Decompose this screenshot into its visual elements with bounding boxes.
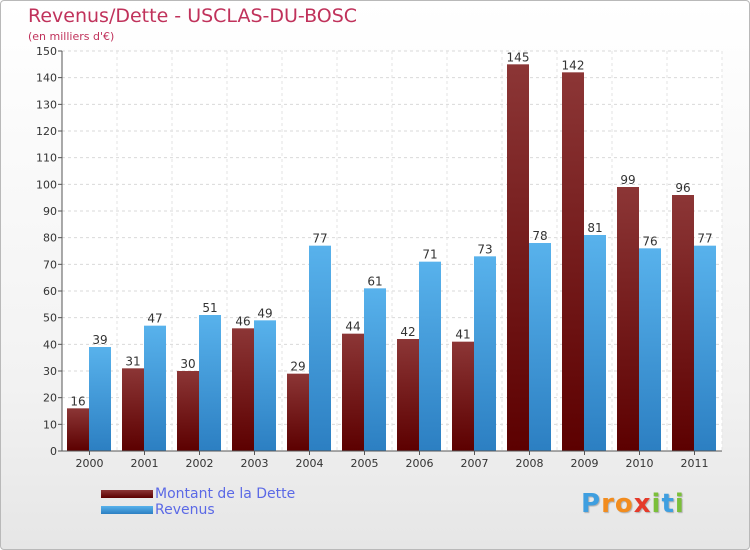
revenue-value-label: 47	[147, 312, 162, 326]
debt-bar	[287, 373, 309, 451]
x-tick-label: 2000	[76, 457, 104, 470]
revenue-bar	[474, 256, 496, 451]
debt-bar	[507, 64, 529, 452]
x-tick-label: 2002	[186, 457, 214, 470]
debt-bar	[67, 408, 89, 451]
y-tick-label: 100	[36, 178, 57, 191]
debt-bar	[452, 341, 474, 451]
revenue-value-label: 51	[202, 301, 217, 315]
legend-swatch-debt	[101, 490, 153, 498]
debt-value-label: 46	[235, 314, 250, 328]
debt-bar	[342, 333, 364, 451]
legend-item-debt: Montant de la Dette	[101, 486, 295, 502]
debt-bar	[122, 368, 144, 451]
x-tick-label: 2007	[461, 457, 489, 470]
revenue-value-label: 73	[477, 242, 492, 256]
legend-swatch-revenue	[101, 506, 153, 514]
revenue-value-label: 61	[367, 274, 382, 288]
y-tick-label: 110	[36, 152, 57, 165]
x-tick-label: 2006	[406, 457, 434, 470]
debt-bar	[397, 339, 419, 451]
debt-bar	[232, 328, 254, 451]
debt-value-label: 142	[562, 58, 585, 72]
debt-value-label: 145	[507, 50, 530, 64]
x-tick-label: 2008	[516, 457, 544, 470]
legend: Montant de la Dette Revenus	[101, 486, 295, 518]
chart-subtitle: (en milliers d'€)	[28, 30, 115, 43]
revenue-value-label: 77	[312, 232, 327, 246]
x-tick-label: 2009	[571, 457, 599, 470]
legend-label-revenue: Revenus	[155, 502, 215, 518]
x-tick-label: 2011	[681, 457, 709, 470]
debt-value-label: 41	[455, 328, 470, 342]
revenue-bar	[694, 245, 716, 451]
x-tick-label: 2003	[241, 457, 269, 470]
debt-bar	[562, 72, 584, 451]
y-tick-label: 90	[43, 205, 57, 218]
y-tick-label: 0	[50, 445, 57, 458]
y-tick-label: 50	[43, 312, 57, 325]
y-tick-label: 20	[43, 392, 57, 405]
y-tick-label: 120	[36, 125, 57, 138]
debt-value-label: 42	[400, 325, 415, 339]
revenue-value-label: 76	[642, 234, 657, 248]
debt-value-label: 99	[620, 173, 635, 187]
proxiti-logo: Proxiti	[581, 489, 685, 519]
revenue-bar	[419, 261, 441, 451]
revenue-bar	[199, 315, 221, 451]
chart-title: Revenus/Dette - USCLAS-DU-BOSC	[28, 5, 358, 27]
x-tick-label: 2001	[131, 457, 159, 470]
revenue-bar	[364, 288, 386, 451]
revenue-bar	[144, 325, 166, 451]
revenue-value-label: 49	[257, 306, 272, 320]
revenue-bar	[254, 320, 276, 451]
revenue-value-label: 39	[92, 333, 107, 347]
y-tick-label: 140	[36, 72, 57, 85]
debt-bar	[177, 371, 199, 451]
debt-value-label: 29	[290, 360, 305, 374]
revenue-value-label: 71	[422, 248, 437, 262]
revenue-value-label: 81	[587, 221, 602, 235]
y-tick-label: 130	[36, 98, 57, 111]
debt-bar	[672, 195, 694, 451]
y-tick-label: 30	[43, 365, 57, 378]
debt-value-label: 31	[125, 354, 140, 368]
revenue-bar	[309, 245, 331, 451]
y-tick-label: 60	[43, 285, 57, 298]
x-tick-label: 2005	[351, 457, 379, 470]
revenue-bar	[639, 248, 661, 451]
y-tick-label: 80	[43, 232, 57, 245]
revenue-bar	[529, 243, 551, 451]
revenue-value-label: 77	[697, 232, 712, 246]
y-tick-label: 40	[43, 338, 57, 351]
revenue-value-label: 78	[532, 229, 547, 243]
debt-bar	[617, 187, 639, 451]
debt-value-label: 30	[180, 357, 195, 371]
revenue-bar	[584, 235, 606, 451]
legend-item-revenue: Revenus	[101, 502, 295, 518]
revenue-bar	[89, 347, 111, 451]
x-tick-label: 2010	[626, 457, 654, 470]
y-tick-label: 70	[43, 258, 57, 271]
debt-value-label: 44	[345, 320, 360, 334]
legend-label-debt: Montant de la Dette	[155, 486, 296, 502]
y-tick-label: 150	[36, 45, 57, 58]
y-tick-label: 10	[43, 418, 57, 431]
debt-value-label: 96	[675, 181, 690, 195]
debt-value-label: 16	[70, 394, 85, 408]
x-tick-label: 2004	[296, 457, 324, 470]
